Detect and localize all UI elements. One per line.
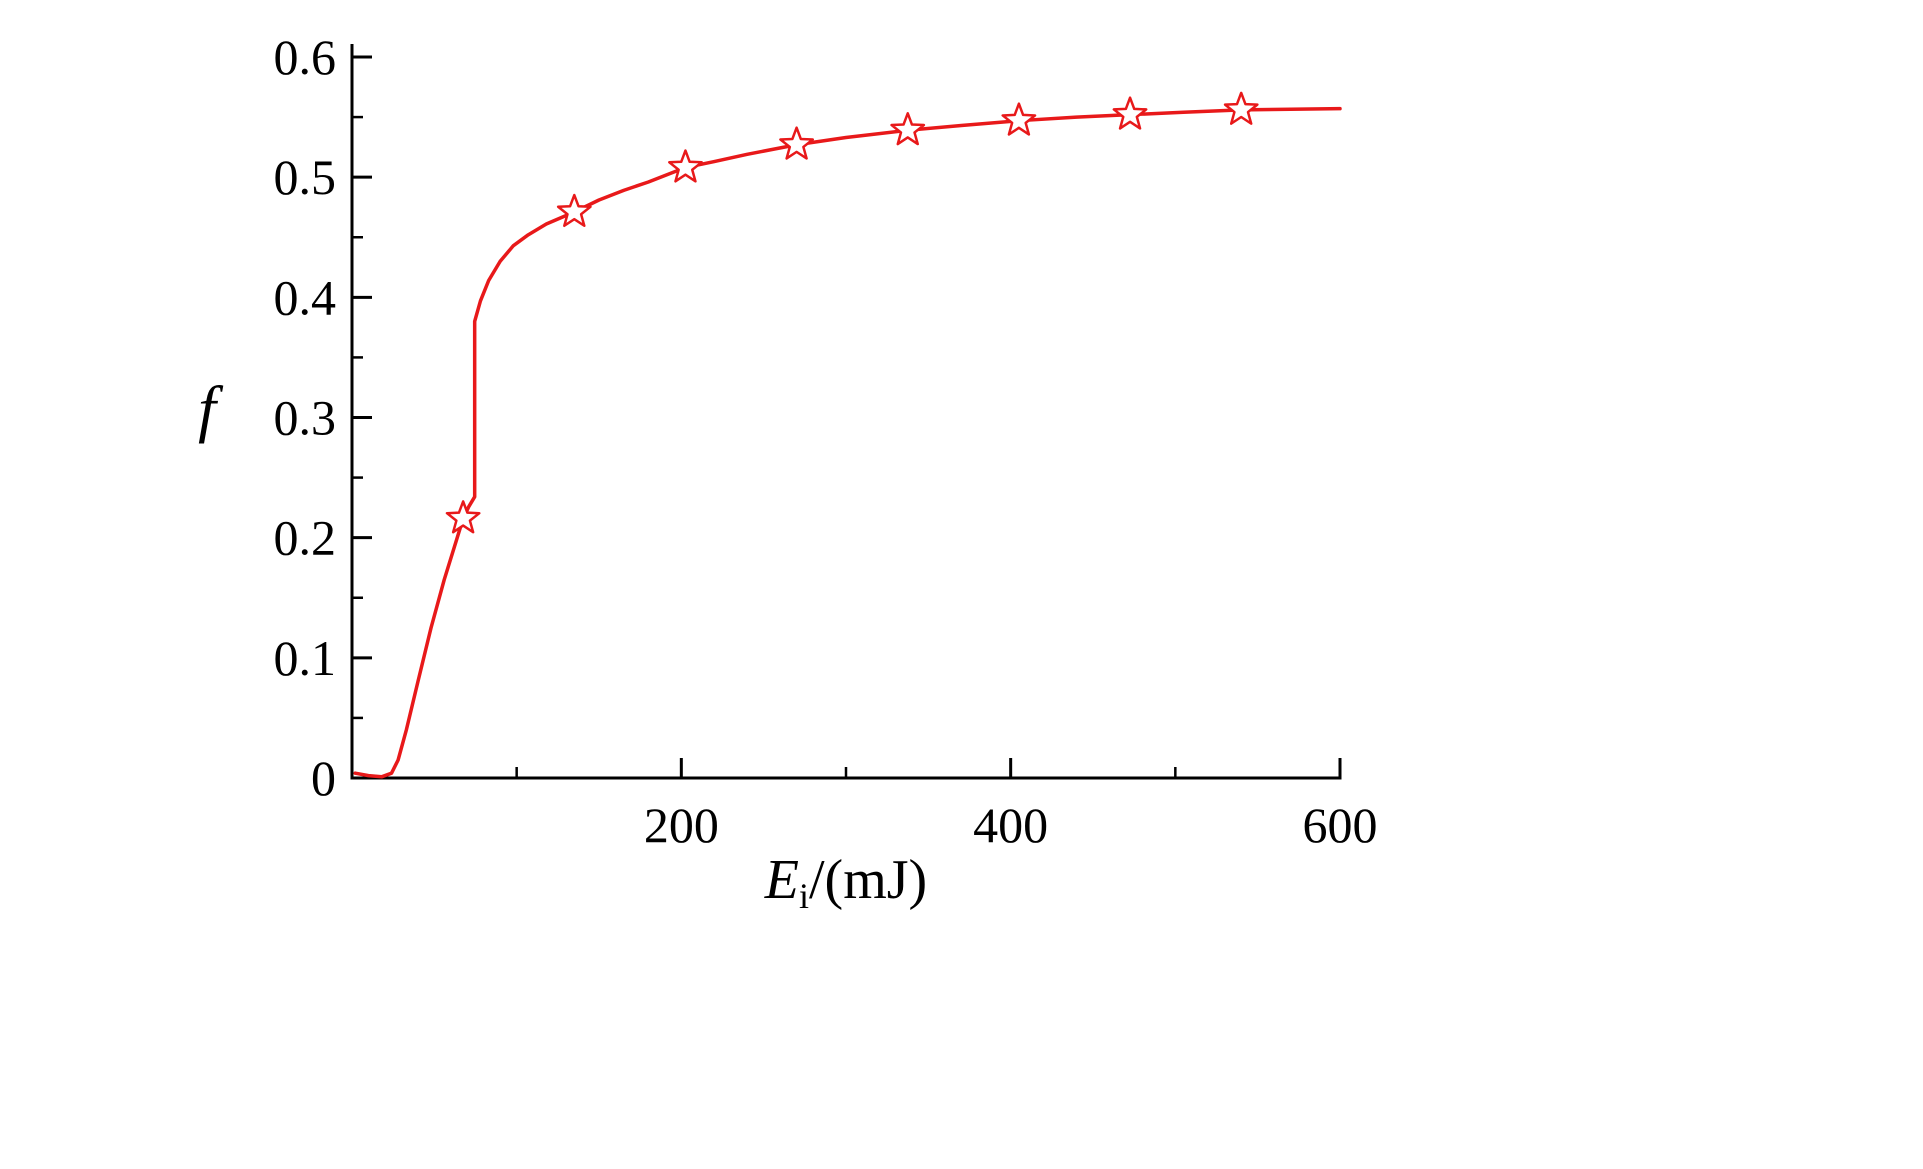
y-tick-label: 0 [311, 750, 336, 806]
x-axis-title-symbol: E [764, 849, 799, 911]
data-line [353, 106, 1342, 779]
y-axis-title: f [198, 373, 216, 444]
star-marker [1223, 91, 1259, 125]
star-marker [668, 149, 703, 183]
star-marker [556, 193, 592, 228]
y-tick-label: 0.5 [274, 149, 337, 205]
y-tick-label: 0.3 [274, 390, 337, 446]
star-marker [890, 112, 926, 146]
y-tick-label: 0.6 [274, 29, 337, 85]
star-marker [445, 500, 481, 534]
star-marker [1001, 102, 1037, 136]
x-axis-title-units: /(mJ) [809, 849, 928, 911]
star-marker [779, 126, 815, 160]
x-axis-title: Ei/(mJ) [596, 848, 1096, 917]
y-tick-label: 0.4 [274, 269, 337, 325]
star-marker [1112, 96, 1148, 130]
y-tick-label: 0.2 [274, 510, 337, 566]
x-tick-label: 600 [1303, 797, 1378, 853]
x-tick-label: 200 [644, 797, 719, 853]
x-axis-title-subscript: i [798, 876, 809, 916]
x-tick-label: 400 [973, 797, 1048, 853]
y-tick-label: 0.1 [274, 630, 337, 686]
